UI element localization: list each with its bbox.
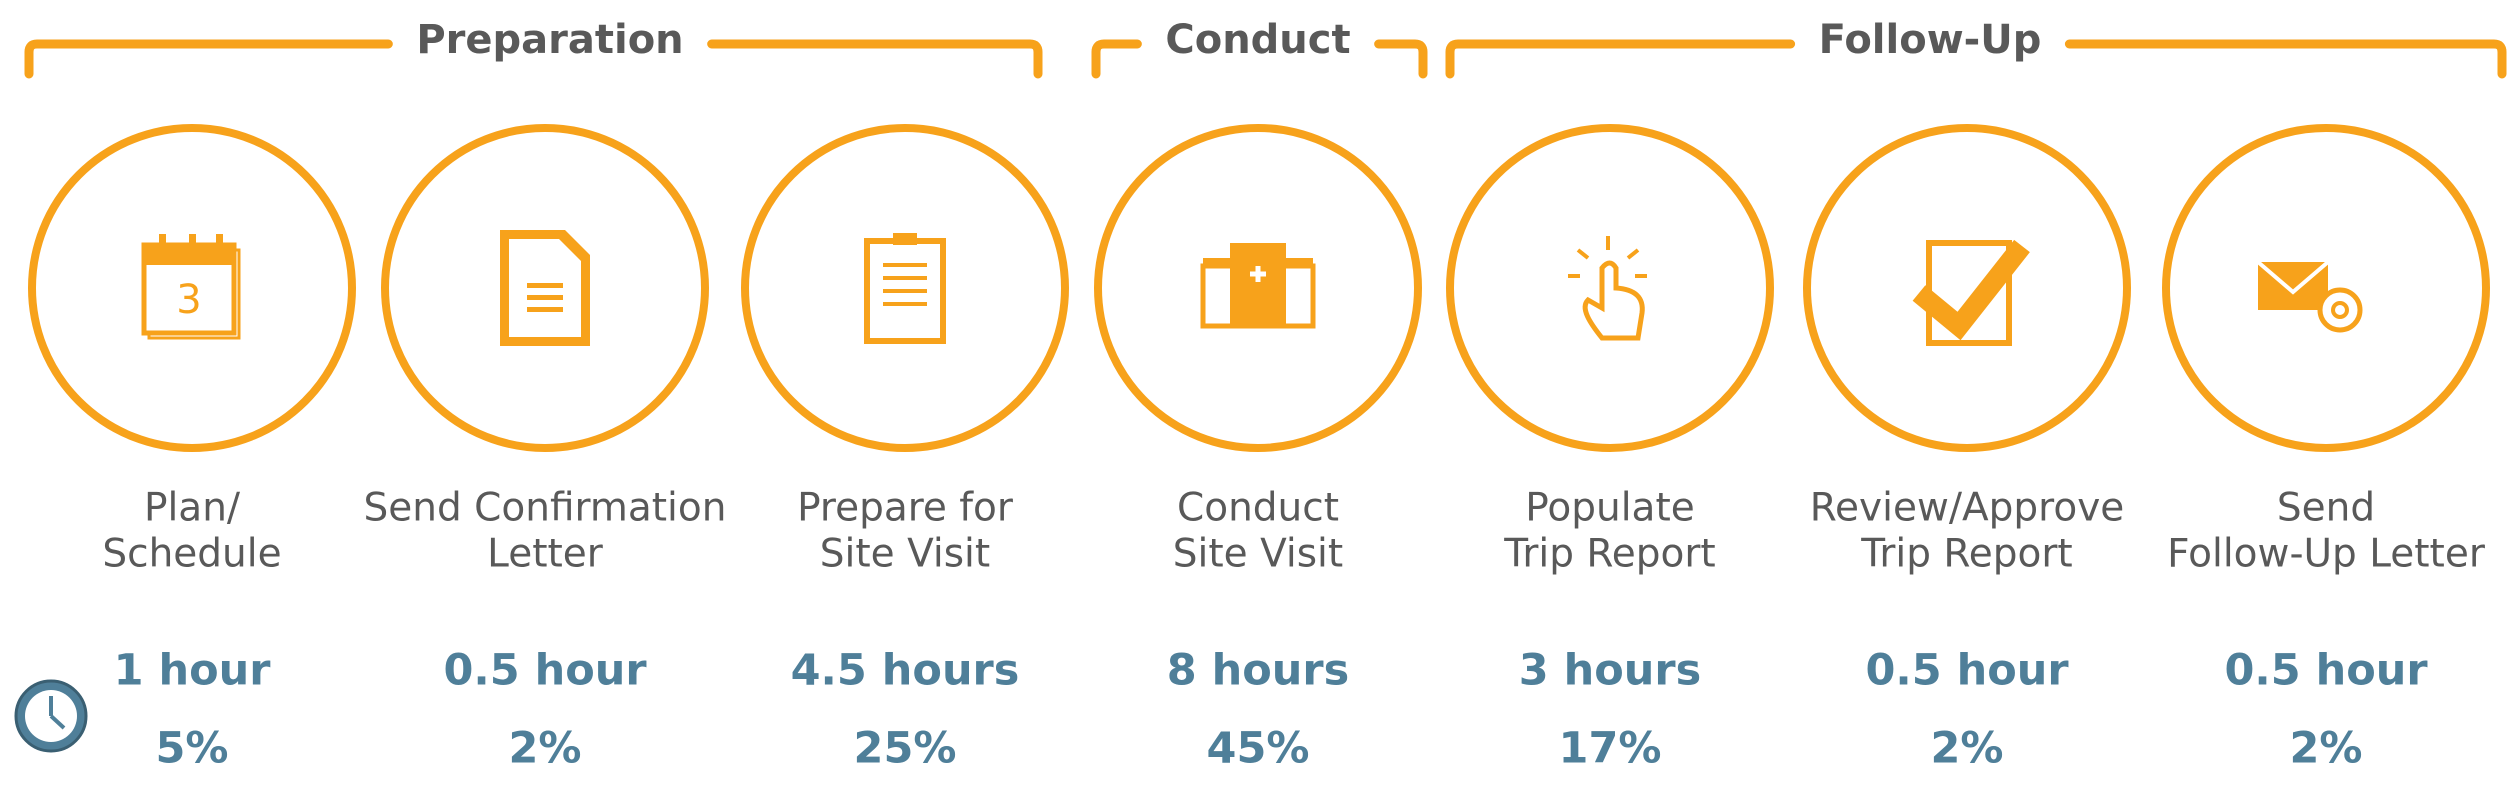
step: 3 Plan/Schedule 1 hour 5% bbox=[28, 124, 356, 774]
phase-title: Follow-Up bbox=[1819, 17, 2042, 63]
step-time: 8 hours bbox=[1167, 646, 1349, 696]
step-percent: 2% bbox=[2289, 724, 2362, 774]
step-percent: 2% bbox=[508, 724, 581, 774]
icon-part bbox=[1230, 243, 1286, 326]
icon-part bbox=[527, 295, 563, 300]
icon-part bbox=[883, 289, 927, 293]
icon-part bbox=[883, 263, 927, 267]
step-percent: 45% bbox=[1207, 724, 1310, 774]
icon-part bbox=[189, 234, 196, 254]
step-label: Trip Report bbox=[1503, 532, 1715, 577]
phase-bracket bbox=[1445, 39, 2507, 79]
phase-title: Preparation bbox=[416, 17, 683, 63]
step-label: Site Visit bbox=[1173, 532, 1343, 577]
step-label: Populate bbox=[1525, 486, 1694, 531]
clock-icon bbox=[14, 679, 88, 753]
phase-bracket bbox=[1091, 39, 1428, 79]
step-percent: 5% bbox=[155, 724, 228, 774]
icon-part bbox=[1912, 239, 2030, 341]
step-circle bbox=[1803, 124, 2131, 452]
icon-part bbox=[2317, 287, 2363, 333]
step-time: 0.5 hour bbox=[1865, 646, 2069, 696]
icon-part bbox=[883, 302, 927, 306]
icon-part bbox=[1250, 266, 1266, 282]
step-percent: 25% bbox=[854, 724, 957, 774]
step-circle bbox=[1446, 124, 1774, 452]
icon-part bbox=[2331, 301, 2349, 319]
step-label: Letter bbox=[487, 532, 604, 577]
step-percent: 17% bbox=[1559, 724, 1662, 774]
step-label: Schedule bbox=[102, 532, 281, 577]
step-label: Conduct bbox=[1177, 486, 1339, 531]
icon-part bbox=[893, 233, 917, 245]
step-time: 3 hours bbox=[1519, 646, 1701, 696]
step-label: Plan/ bbox=[144, 486, 241, 531]
step-circle bbox=[741, 124, 1069, 452]
icon-part bbox=[159, 234, 166, 254]
step-percent: 2% bbox=[1930, 724, 2003, 774]
icon-part bbox=[527, 283, 563, 288]
step-time: 0.5 hour bbox=[2224, 646, 2428, 696]
phase-bracket bbox=[24, 39, 1043, 79]
step-label: Site Visit bbox=[820, 532, 990, 577]
icon-part bbox=[1568, 236, 1647, 278]
step-label: Review/Approve bbox=[1810, 486, 2125, 531]
step-label: Trip Report bbox=[1860, 532, 2072, 577]
step-time: 0.5 hour bbox=[443, 646, 647, 696]
step-label: Follow-Up Letter bbox=[2167, 532, 2486, 577]
step-label: Send Confirmation bbox=[364, 486, 727, 531]
step-label: Prepare for bbox=[797, 486, 1014, 531]
step-time: 1 hour bbox=[114, 646, 272, 696]
icon-part bbox=[883, 276, 927, 280]
icon-text: 3 bbox=[176, 277, 201, 323]
icon-part bbox=[527, 307, 563, 312]
step-label: Send bbox=[2277, 486, 2375, 531]
icon-part bbox=[144, 245, 234, 265]
icon-part bbox=[216, 234, 223, 254]
icon-part bbox=[1582, 260, 1645, 341]
icon-part bbox=[2256, 260, 2330, 295]
step-time: 4.5 hours bbox=[791, 646, 1020, 696]
phase-title: Conduct bbox=[1165, 17, 1350, 63]
